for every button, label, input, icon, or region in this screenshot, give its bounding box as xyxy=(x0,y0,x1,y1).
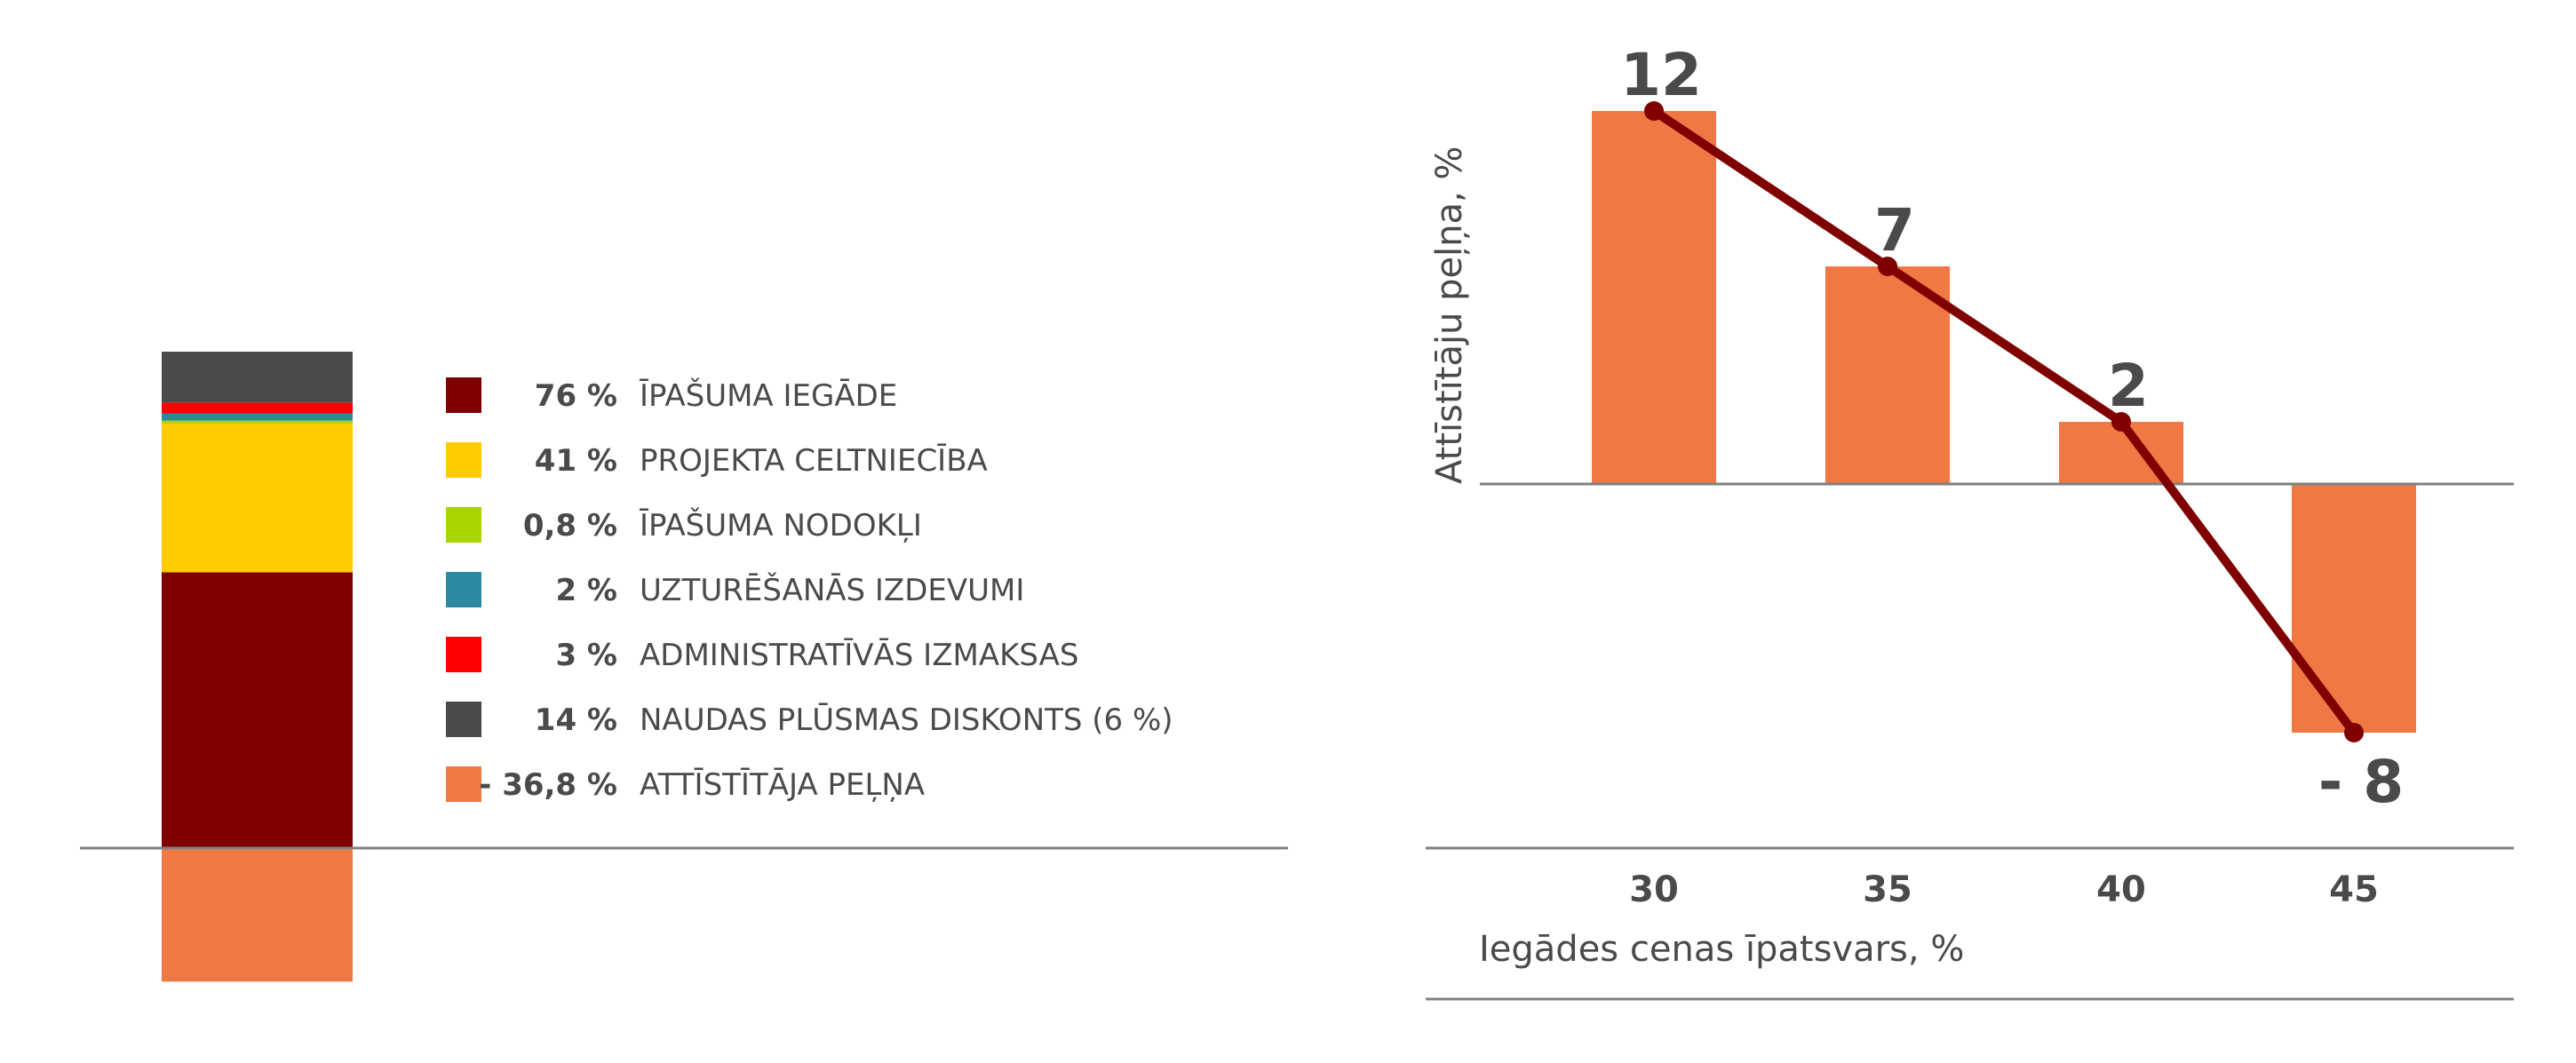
trend-point xyxy=(2111,412,2131,432)
stack-segment xyxy=(162,413,353,421)
profit-bar xyxy=(2292,484,2416,733)
legend-value: 76 % xyxy=(535,378,617,414)
x-tick-label: 35 xyxy=(1863,869,1912,910)
y-axis-label: Attīstītāju peļņa, % xyxy=(1429,146,1470,484)
stack-segment xyxy=(162,848,353,982)
legend-value: 3 % xyxy=(555,638,617,673)
legend-swatch xyxy=(446,572,481,607)
legend-value: 14 % xyxy=(535,702,617,738)
stack-segment xyxy=(162,423,353,573)
value-label: 7 xyxy=(1874,196,1915,265)
stack-segment xyxy=(162,352,353,403)
legend-swatch xyxy=(446,637,481,672)
value-label: 12 xyxy=(1620,41,1702,109)
stacked-cost-chart: 76 % ĪPAŠUMA IEGĀDE 41 % PROJEKTA CELTNIECĪ… xyxy=(80,352,1288,982)
legend-swatch xyxy=(446,766,481,802)
x-tick-label: 40 xyxy=(2096,869,2146,910)
legend-value: 0,8 % xyxy=(523,508,617,543)
stack-segments xyxy=(162,352,353,982)
trend-point xyxy=(2344,723,2364,742)
legend-label: ADMINISTRATĪVĀS IZMAKSAS xyxy=(640,638,1078,673)
trend-point xyxy=(1644,101,1664,121)
x-axis-label: Iegādes cenas īpatsvars, % xyxy=(1479,929,1964,970)
developer-profit-chart: 12 7 2 - 8 30 35 40 45 Iegādes cenas īpatsvars… xyxy=(1426,41,2514,1001)
trend-points xyxy=(1644,101,2364,742)
stack-segment xyxy=(162,402,353,414)
trend-line xyxy=(1651,107,2358,735)
stack-segment xyxy=(162,572,353,848)
legend-label: UZTURĒŠANĀS IZDEVUMI xyxy=(640,572,1024,608)
legend-swatch xyxy=(446,442,481,478)
value-labels: 12 7 2 - 8 xyxy=(1620,41,2404,816)
legend-value: - 36,8 % xyxy=(479,767,617,803)
legend-swatch xyxy=(446,507,481,543)
value-label: 2 xyxy=(2108,352,2149,420)
value-label: - 8 xyxy=(2318,748,2404,816)
profit-bar xyxy=(1592,111,1716,484)
legend-label: NAUDAS PLŪSMAS DISKONTS (6 %) xyxy=(640,702,1173,738)
legend: 76 % ĪPAŠUMA IEGĀDE 41 % PROJEKTA CELTNIECĪ… xyxy=(446,377,1173,803)
x-tick-label: 30 xyxy=(1629,869,1679,910)
legend-value: 2 % xyxy=(555,573,617,608)
legend-label: ATTĪSTĪTĀJA PEĻŅA xyxy=(640,767,925,803)
x-tick-labels: 30 35 40 45 xyxy=(1629,869,2379,910)
legend-swatch xyxy=(446,702,481,737)
legend-swatch xyxy=(446,377,481,413)
legend-label: ĪPAŠUMA IEGĀDE xyxy=(640,377,897,414)
legend-value: 41 % xyxy=(535,443,617,479)
profit-bars xyxy=(1592,111,2416,733)
legend-label: ĪPAŠUMA NODOKĻI xyxy=(640,507,922,543)
legend-label: PROJEKTA CELTNIECĪBA xyxy=(640,443,988,479)
trend-point xyxy=(1878,257,1897,276)
stack-segment xyxy=(162,420,353,424)
profit-bar xyxy=(1825,266,1950,484)
x-tick-label: 45 xyxy=(2329,869,2379,910)
